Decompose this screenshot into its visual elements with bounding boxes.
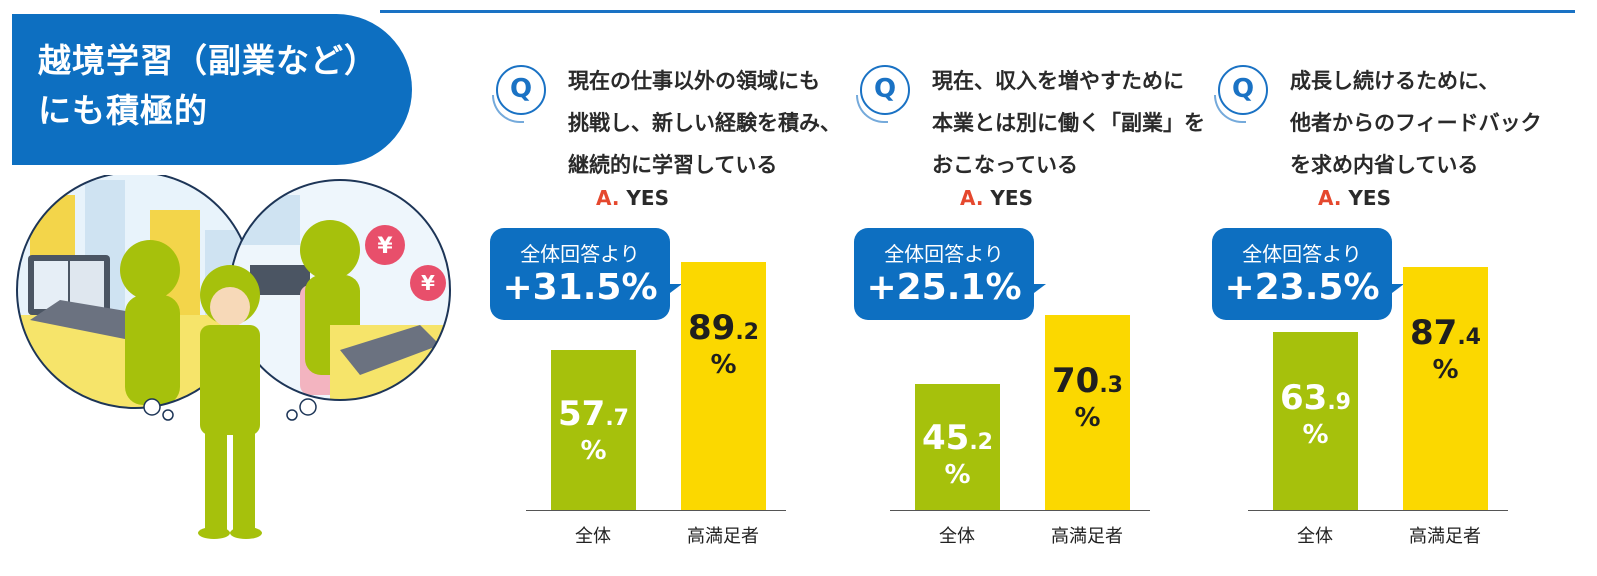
section-title: 越境学習（副業など） にも積極的 xyxy=(12,14,412,165)
question-line: 他者からのフィードバック xyxy=(1290,111,1542,135)
callout-value: +31.5% xyxy=(502,267,658,308)
callout-value: +25.1% xyxy=(866,267,1022,308)
question-text: 現在、収入を増やすために 本業とは別に働く「副業」を おこなっている xyxy=(932,60,1232,186)
bar-value-label: 87.4% xyxy=(1410,313,1481,386)
bar-overall xyxy=(551,349,636,510)
q-mark-icon: Q xyxy=(856,65,910,123)
bar-high-satisfaction xyxy=(1403,267,1488,510)
callout-tail xyxy=(1022,284,1046,302)
question-text: 成長し続けるために、 他者からのフィードバック を求め内省している xyxy=(1290,60,1590,186)
q-mark-icon: Q xyxy=(492,65,546,123)
answer-label: A. YES xyxy=(960,186,1033,210)
question-line: おこなっている xyxy=(932,153,1078,177)
title-line-1: 越境学習（副業など） xyxy=(38,41,378,80)
bar-high-satisfaction xyxy=(681,262,766,510)
chart-baseline xyxy=(526,510,786,511)
bar-value-label: 45.2% xyxy=(922,418,993,491)
question-line: 挑戦し、新しい経験を積み、 xyxy=(568,111,841,135)
bar-value-label: 89.2% xyxy=(688,308,759,381)
answer-text: YES xyxy=(990,186,1033,210)
title-line-2: にも積極的 xyxy=(38,91,208,130)
callout-tail xyxy=(658,284,682,302)
bar-value-label: 70.3% xyxy=(1052,360,1123,433)
answer-prefix: A. xyxy=(596,186,620,210)
category-label: 高満足者 xyxy=(1051,526,1123,547)
answer-text: YES xyxy=(1348,186,1391,210)
answer-label: A. YES xyxy=(1318,186,1391,210)
question-line: 現在、収入を増やすために xyxy=(932,69,1184,93)
difference-callout: 全体回答より +23.5% xyxy=(1212,228,1404,320)
question-line: 成長し続けるために、 xyxy=(1290,69,1500,93)
bar-value-label: 63.9% xyxy=(1280,378,1351,451)
chart-baseline xyxy=(890,510,1150,511)
callout-text: 全体回答より xyxy=(884,242,1004,266)
svg-text:¥: ¥ xyxy=(421,271,435,295)
panel-3: Q 成長し続けるために、 他者からのフィードバック を求め内省している A. Y… xyxy=(1212,0,1578,576)
chart-baseline xyxy=(1248,510,1508,511)
q-mark-icon: Q xyxy=(1214,65,1268,123)
category-label: 全体 xyxy=(939,526,975,547)
category-label: 高満足者 xyxy=(687,526,759,547)
panel-2: Q 現在、収入を増やすために 本業とは別に働く「副業」を おこなっている A. … xyxy=(854,0,1220,576)
thought-bubble-illustration: ¥ ¥ xyxy=(16,175,451,539)
bar-value-label: 57.7% xyxy=(558,393,629,466)
svg-text:¥: ¥ xyxy=(377,234,393,259)
callout-value: +23.5% xyxy=(1224,267,1380,308)
bar-overall xyxy=(1273,332,1358,510)
answer-label: A. YES xyxy=(596,186,669,210)
category-label: 全体 xyxy=(1297,526,1333,547)
bar-overall xyxy=(915,384,1000,510)
question-text: 現在の仕事以外の領域にも 挑戦し、新しい経験を積み、 継続的に学習している xyxy=(568,60,868,186)
category-label: 高満足者 xyxy=(1409,526,1481,547)
question-line: 継続的に学習している xyxy=(568,153,778,177)
answer-text: YES xyxy=(626,186,669,210)
panel-1: Q 現在の仕事以外の領域にも 挑戦し、新しい経験を積み、 継続的に学習している … xyxy=(490,0,856,576)
difference-callout: 全体回答より +25.1% xyxy=(854,228,1046,320)
callout-text: 全体回答より xyxy=(1242,242,1362,266)
top-rule xyxy=(380,10,1575,13)
answer-prefix: A. xyxy=(960,186,984,210)
callout-text: 全体回答より xyxy=(520,242,640,266)
category-label: 全体 xyxy=(575,526,611,547)
bar-high-satisfaction xyxy=(1045,314,1130,510)
answer-prefix: A. xyxy=(1318,186,1342,210)
question-line: 現在の仕事以外の領域にも xyxy=(568,69,820,93)
difference-callout: 全体回答より +31.5% xyxy=(490,228,682,320)
question-line: 本業とは別に働く「副業」を xyxy=(932,111,1205,135)
callout-tail xyxy=(1380,284,1404,302)
question-line: を求め内省している xyxy=(1290,153,1479,177)
